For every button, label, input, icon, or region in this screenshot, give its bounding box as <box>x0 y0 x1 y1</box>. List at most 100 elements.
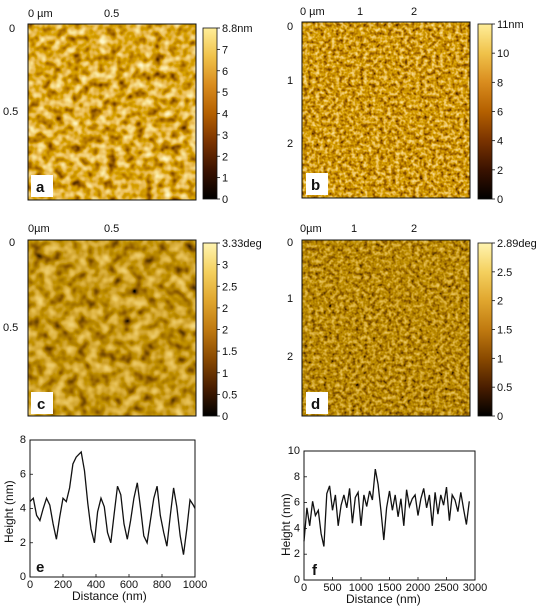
profile-e-ytick-label: 8 <box>20 434 26 446</box>
profile-e-axes: 0 200 400 600 800 1000 0 2 4 6 8 <box>20 434 207 591</box>
panel-a-xtick-0: 0 µm <box>28 8 53 20</box>
panel-a-colorbar-tick-label: 1 <box>222 173 228 185</box>
panel-b-xtick-2: 2 <box>411 6 417 18</box>
panel-b: 0 µm 1 2 0 1 2 b 11nm 10 8 6 4 2 0 <box>287 6 524 206</box>
panel-d-colorbar-tick-label: 2 <box>497 296 503 308</box>
panel-c-ytick-1: 0.5 <box>3 322 18 334</box>
profile-f-ytick-label: 4 <box>294 522 300 534</box>
panel-d-colorbar-tick-label: 1 <box>497 353 503 365</box>
profile-f-xtick-label: 500 <box>323 582 341 594</box>
profile-e-xtick-label: 200 <box>54 579 72 591</box>
panel-d-xtick-2: 2 <box>411 223 417 235</box>
panel-b-colorbar-tick-label: 0 <box>497 194 503 206</box>
panel-a-colorbar-tick-label: 6 <box>222 66 228 78</box>
panel-a-colorbar-tick-label: 3 <box>222 130 228 142</box>
profile-e-line <box>29 450 196 555</box>
panel-d-ytick-0: 0 <box>287 237 293 249</box>
panel-c-label-box <box>31 392 53 414</box>
panel-c-colorbar-tick-label: 2 <box>222 325 228 337</box>
panel-a-ytick-1: 0.5 <box>3 106 18 118</box>
panel-b-colorbar-ticks: 11nm 10 8 6 4 2 0 <box>492 19 524 206</box>
panel-c-label: c <box>37 396 45 413</box>
panel-c-frame <box>27 239 197 417</box>
panel-c-colorbar-tick-label: 0.5 <box>222 389 237 401</box>
profile-f-ytick-label: 2 <box>294 548 300 560</box>
panel-d-colorbar-tick-label: 1.5 <box>497 325 512 337</box>
panel-b-colorbar-tick-label: 11nm <box>497 19 524 31</box>
panel-d-colorbar <box>477 242 493 417</box>
panel-a-height-image <box>28 24 196 200</box>
panel-a-colorbar-tick-label: 2 <box>222 151 228 163</box>
profile-e-xtick-label: 1000 <box>183 579 207 591</box>
profile-f-ylabel: Height (nm) <box>279 493 293 556</box>
panel-d-ytick-1: 1 <box>287 293 293 305</box>
profile-e-panel-label: e <box>36 559 44 576</box>
panel-a-label-box <box>31 175 53 197</box>
panel-b-colorbar-tick-label: 2 <box>497 165 503 177</box>
profile-f-xtick-label: 2500 <box>434 582 458 594</box>
profile-e-frame <box>29 439 196 578</box>
panel-a: 0 µm 0.5 0 0.5 a 8.8nm 7 6 5 4 3 2 1 0 <box>3 8 253 206</box>
profile-e-xtick-label: 600 <box>120 579 138 591</box>
panel-d-label: d <box>311 396 320 413</box>
panel-a-colorbar-tick-label: 4 <box>222 109 228 121</box>
profile-f-xtick-label: 1000 <box>349 582 373 594</box>
panel-b-colorbar-tick-label: 4 <box>497 136 503 148</box>
profile-f-ytick-label: 6 <box>294 497 300 509</box>
panel-d-ytick-2: 2 <box>287 351 293 363</box>
profile-e-ytick-label: 0 <box>20 571 26 583</box>
panel-b-colorbar <box>477 23 493 200</box>
panel-b-ytick-1: 1 <box>287 75 293 87</box>
panel-d-colorbar-tick-label: 0.5 <box>497 382 512 394</box>
panel-a-frame <box>27 23 197 201</box>
panel-a-colorbar-tick-label: 7 <box>222 44 228 56</box>
panel-a-ytick-0: 0 <box>9 23 15 35</box>
panel-c-ytick-0: 0 <box>9 237 15 249</box>
panel-a-colorbar-tick-label: 5 <box>222 87 228 99</box>
panel-b-colorbar-tick-label: 10 <box>497 48 509 60</box>
profile-e-ytick-label: 6 <box>20 468 26 480</box>
panel-a-colorbar <box>202 27 218 200</box>
panel-d-colorbar-tick-label: 0 <box>497 411 503 423</box>
profile-f-line <box>303 468 470 547</box>
panel-c-colorbar-tick-label: 1 <box>222 368 228 380</box>
panel-a-xtick-1: 0.5 <box>104 8 119 20</box>
profile-e-ylabel: Height (nm) <box>2 480 16 543</box>
profile-f-xtick-label: 1500 <box>377 582 401 594</box>
profile-f-frame <box>303 450 476 581</box>
profile-f-xlabel: Distance (nm) <box>346 592 421 606</box>
profile-e-xlabel: Distance (nm) <box>72 589 147 603</box>
panel-d-phase-image <box>302 240 470 416</box>
profile-f-xtick-label: 0 <box>301 582 307 594</box>
panel-c-xtick-0: 0µm <box>28 223 50 235</box>
profile-f-panel-label: f <box>312 562 318 579</box>
panel-a-colorbar-tick-label: 8.8nm <box>222 23 253 35</box>
panel-d-label-box <box>306 392 328 414</box>
panel-a-colorbar-tick-label: 0 <box>222 194 228 206</box>
panel-c-colorbar-tick-label: 1.5 <box>222 346 237 358</box>
panel-d-colorbar-ticks: 2.89deg 2.5 2 1.5 1 0.5 0 <box>492 238 537 423</box>
panel-c-colorbar-tick-label: 2.5 <box>222 281 237 293</box>
profile-f-ytick-label: 10 <box>288 445 300 457</box>
panel-d-xtick-0: 0µm <box>300 223 322 235</box>
panel-b-xtick-0: 0 µm <box>300 6 325 18</box>
profile-f-xtick-label: 2000 <box>406 582 430 594</box>
panel-c-colorbar-tick-label: 2 <box>222 303 228 315</box>
panel-c: 0µm 0.5 0 0.5 c 3.33deg 3 2.5 2 2 1.5 1 0.5 0 <box>3 223 262 423</box>
profile-f-ytick-label: 0 <box>294 574 300 586</box>
profile-e-xtick-label: 800 <box>153 579 171 591</box>
panel-b-colorbar-tick-label: 8 <box>497 77 503 89</box>
panel-b-frame <box>301 21 471 199</box>
panel-d-colorbar-tick-label: 2.5 <box>497 267 512 279</box>
profile-f-xtick-label: 3000 <box>463 582 487 594</box>
profile-e-xtick-label: 0 <box>27 579 33 591</box>
panel-b-xtick-1: 1 <box>357 6 363 18</box>
profile-e-ytick-label: 2 <box>20 537 26 549</box>
panel-d: 0µm 1 2 0 1 2 d 2.89deg 2.5 2 1.5 1 0.5 0 <box>287 223 537 423</box>
panel-b-ytick-0: 0 <box>287 21 293 33</box>
profile-e-ytick-label: 4 <box>20 503 26 515</box>
panel-a-label: a <box>36 179 45 196</box>
panel-c-colorbar-tick-label: 0 <box>222 411 228 423</box>
panel-c-colorbar <box>202 242 218 417</box>
